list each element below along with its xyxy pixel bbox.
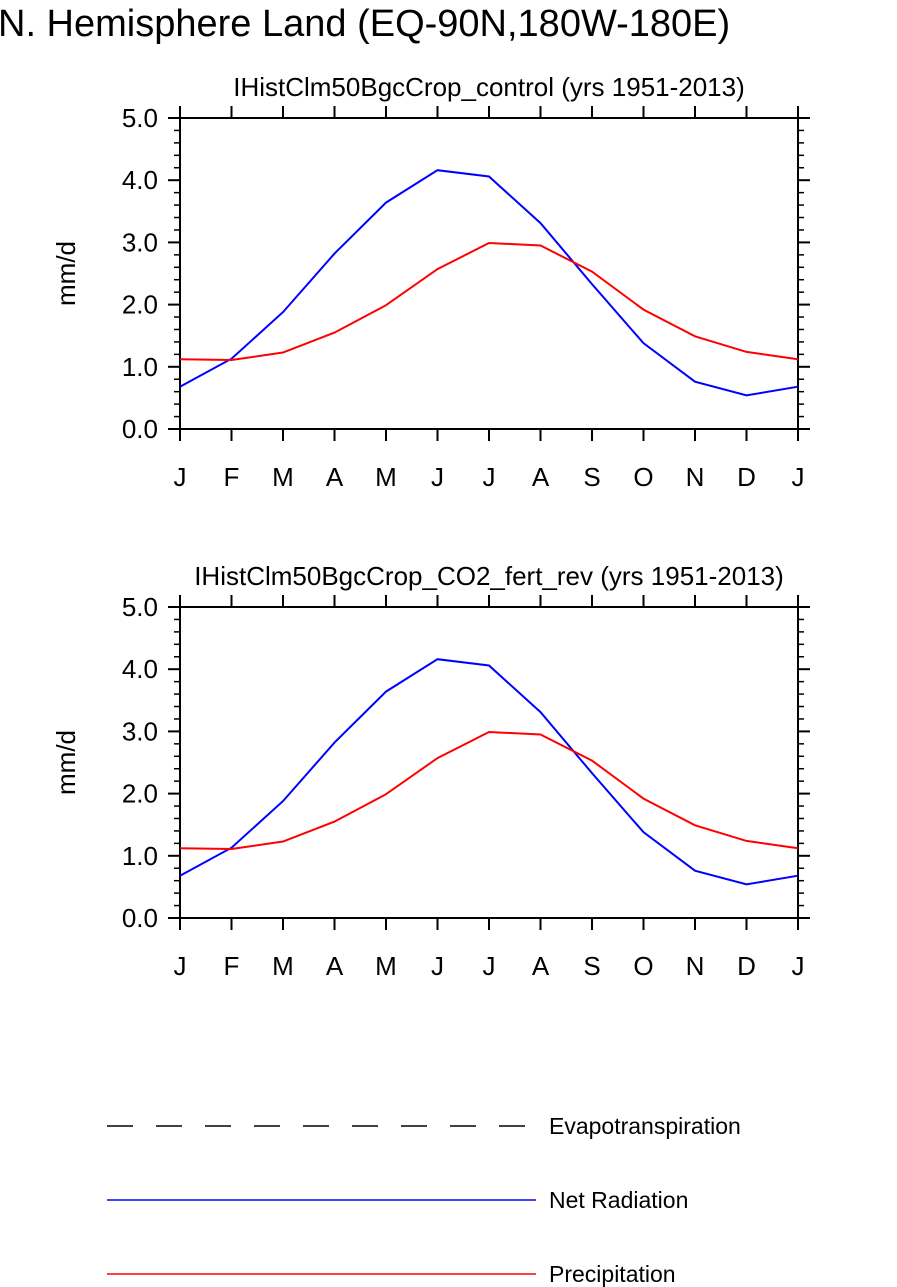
series-line-net-radiation	[179, 658, 799, 886]
plot-frame	[179, 606, 799, 919]
x-tick-label: S	[583, 951, 600, 981]
y-tick-label: 3.0	[122, 227, 158, 257]
x-tick-label: O	[633, 462, 653, 492]
y-tick-label: 5.0	[122, 103, 158, 133]
series-line-precipitation	[179, 241, 799, 362]
x-tick-label: A	[326, 951, 344, 981]
x-tick-label: N	[686, 462, 705, 492]
chart-title: IHistClm50BgcCrop_control (yrs 1951-2013…	[233, 72, 745, 102]
x-tick-label: J	[174, 462, 187, 492]
chart-panel-1: IHistClm50BgcCrop_control (yrs 1951-2013…	[51, 72, 810, 492]
chart-title: IHistClm50BgcCrop_CO2_fert_rev (yrs 1951…	[194, 561, 784, 591]
y-axis-label: mm/d	[51, 241, 81, 306]
x-tick-label: J	[431, 462, 444, 492]
x-tick-label: J	[174, 951, 187, 981]
legend: Evapotranspiration Net Radiation Precipita…	[107, 1113, 741, 1287]
figure-title: N. Hemisphere Land (EQ-90N,180W-180E)	[0, 3, 730, 45]
series-line-precipitation	[179, 730, 799, 851]
legend-label-precipitation: Precipitation	[549, 1261, 676, 1287]
y-tick-label: 2.0	[122, 290, 158, 320]
x-tick-label: S	[583, 462, 600, 492]
y-tick-label: 1.0	[122, 352, 158, 382]
y-axis-label: mm/d	[51, 730, 81, 795]
x-tick-label: J	[792, 951, 805, 981]
x-tick-label: O	[633, 951, 653, 981]
legend-label-net-radiation: Net Radiation	[549, 1187, 688, 1213]
x-tick-label: M	[375, 462, 397, 492]
y-tick-label: 4.0	[122, 654, 158, 684]
chart-panel-2: IHistClm50BgcCrop_CO2_fert_rev (yrs 1951…	[51, 561, 810, 981]
y-tick-label: 0.0	[122, 903, 158, 933]
x-tick-label: J	[483, 462, 496, 492]
x-tick-label: A	[326, 462, 344, 492]
x-tick-label: J	[431, 951, 444, 981]
y-tick-label: 4.0	[122, 165, 158, 195]
x-tick-label: M	[272, 462, 294, 492]
y-tick-label: 3.0	[122, 716, 158, 746]
y-tick-label: 5.0	[122, 592, 158, 622]
x-tick-label: J	[792, 462, 805, 492]
y-tick-label: 0.0	[122, 414, 158, 444]
x-tick-label: N	[686, 951, 705, 981]
x-tick-label: A	[532, 462, 550, 492]
y-tick-label: 2.0	[122, 779, 158, 809]
x-tick-label: D	[737, 951, 756, 981]
x-tick-label: A	[532, 951, 550, 981]
x-tick-label: D	[737, 462, 756, 492]
series-line-net-radiation	[179, 169, 799, 397]
x-tick-label: F	[224, 951, 240, 981]
x-tick-label: J	[483, 951, 496, 981]
x-tick-label: M	[272, 951, 294, 981]
x-tick-label: F	[224, 462, 240, 492]
plot-frame	[179, 117, 799, 430]
chart-panels: IHistClm50BgcCrop_control (yrs 1951-2013…	[51, 72, 810, 981]
y-tick-label: 1.0	[122, 841, 158, 871]
x-tick-label: M	[375, 951, 397, 981]
legend-label-evapotranspiration: Evapotranspiration	[549, 1113, 741, 1139]
